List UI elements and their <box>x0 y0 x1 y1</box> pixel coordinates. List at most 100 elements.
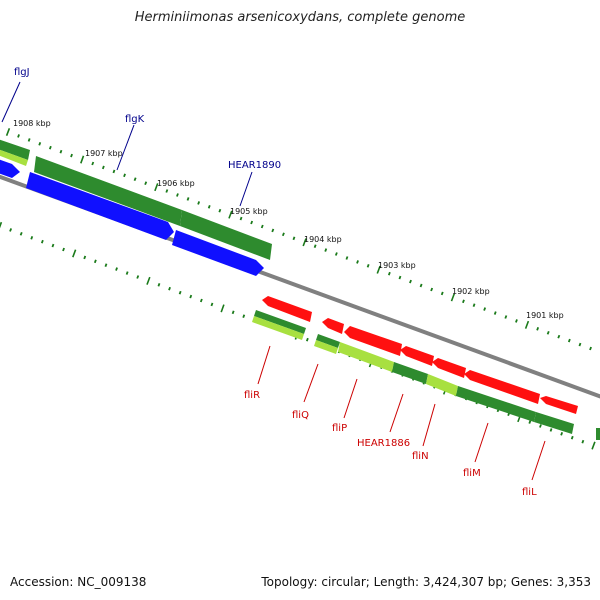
scale-label: 1903 kbp <box>378 261 416 270</box>
minor-tick <box>168 286 171 291</box>
cds-red-fliN[interactable] <box>432 358 466 378</box>
gene-label-fliN[interactable]: fliN <box>412 451 429 462</box>
minor-tick <box>59 149 63 154</box>
gene-label-fliL[interactable]: fliL <box>522 487 537 498</box>
minor-tick <box>218 208 222 213</box>
cds-lightgreen-fliN[interactable] <box>426 374 458 396</box>
minor-tick <box>493 311 497 315</box>
cds-green-flgJ[interactable] <box>0 138 30 160</box>
major-tick <box>80 155 85 164</box>
cds-red-fliR[interactable] <box>262 296 312 322</box>
cds-lightgreen-fliP[interactable] <box>338 342 394 372</box>
minor-tick <box>123 173 126 178</box>
minor-tick <box>125 271 129 275</box>
minor-tick <box>157 282 161 287</box>
minor-tick <box>101 165 105 170</box>
minor-tick <box>504 315 508 319</box>
major-tick <box>591 441 596 450</box>
minor-tick <box>186 197 190 201</box>
cds-green-fliM[interactable] <box>456 386 536 422</box>
cds-blue-flgK[interactable] <box>26 172 174 240</box>
cds-green-hear1890[interactable] <box>180 210 272 260</box>
minor-tick <box>260 224 264 229</box>
cds-green-fliL[interactable] <box>534 412 574 434</box>
cds-lightgreen-fliR[interactable] <box>252 316 304 340</box>
map-title: Herminiimonas arsenicoxydans, complete g… <box>134 10 466 25</box>
genome-info-text: Topology: circular; Length: 3,424,307 bp… <box>261 575 591 589</box>
minor-tick <box>536 326 540 331</box>
major-tick <box>146 276 151 285</box>
minor-tick <box>345 256 349 260</box>
accession-text: Accession: NC_009138 <box>10 575 147 589</box>
minor-tick <box>292 236 296 241</box>
cds-red-fliQ[interactable] <box>322 318 344 334</box>
major-tick <box>154 183 159 192</box>
minor-tick <box>178 290 182 295</box>
major-tick <box>228 210 233 219</box>
cds-red-fliP[interactable] <box>344 326 402 356</box>
minor-tick <box>398 275 402 280</box>
minor-tick <box>83 255 87 260</box>
gene-label-fliR[interactable]: fliR <box>244 390 260 401</box>
minor-tick <box>197 201 201 205</box>
minor-tick <box>93 259 97 264</box>
cds-green-fliR[interactable] <box>254 310 306 334</box>
minor-tick <box>48 145 52 150</box>
minor-tick <box>210 302 214 307</box>
minor-tick <box>17 134 20 138</box>
gene-label-hear1886[interactable]: HEAR1886 <box>357 438 410 449</box>
minor-tick <box>9 228 13 232</box>
minor-tick <box>334 252 338 256</box>
cds-green-hear1886[interactable] <box>392 362 428 384</box>
minor-tick <box>462 299 465 304</box>
cds-green-fliQ[interactable] <box>316 334 340 348</box>
gene-labels-bottom: fliR fliQ fliP HEAR1886 fliN fliM fliL <box>244 390 537 498</box>
scale-label: 1904 kbp <box>304 235 342 244</box>
minor-tick <box>578 342 582 347</box>
cds-green-flgK[interactable] <box>34 156 182 226</box>
cds-red-fliM[interactable] <box>464 370 540 404</box>
cds-green-edge[interactable] <box>596 428 600 440</box>
cds-red-fliL[interactable] <box>540 396 578 414</box>
minor-tick <box>324 248 328 252</box>
minor-tick <box>136 275 140 279</box>
minor-tick <box>409 279 412 284</box>
minor-tick <box>581 439 585 444</box>
gene-label-fliQ[interactable]: fliQ <box>292 410 309 421</box>
minor-tick <box>51 243 55 248</box>
minor-tick <box>144 181 148 186</box>
label-leaders <box>1 81 546 481</box>
minor-tick <box>387 271 391 276</box>
gene-label-flgJ[interactable]: flgJ <box>14 67 30 78</box>
cds-lightgreen-fliQ[interactable] <box>314 340 338 354</box>
major-tick <box>0 221 3 229</box>
minor-tick <box>207 204 211 209</box>
major-tick <box>450 293 456 302</box>
minor-tick <box>419 283 423 288</box>
major-tick <box>220 304 225 313</box>
minor-tick <box>567 338 571 343</box>
major-tick <box>5 128 11 136</box>
minor-tick <box>472 303 476 308</box>
cds-blue-flgJ[interactable] <box>0 158 20 178</box>
gene-label-hear1890[interactable]: HEAR1890 <box>228 160 281 171</box>
minor-tick <box>104 263 108 268</box>
cds-red-hear1886[interactable] <box>400 346 434 366</box>
minor-tick <box>539 424 542 428</box>
minor-tick <box>91 161 95 166</box>
major-tick <box>72 249 77 258</box>
minor-tick <box>366 263 370 268</box>
gene-label-fliM[interactable]: fliM <box>463 468 481 479</box>
minor-tick <box>165 189 169 193</box>
minor-tick <box>271 228 275 233</box>
scale-label: 1901 kbp <box>526 311 564 320</box>
gene-label-fliP[interactable]: fliP <box>332 423 347 434</box>
minor-tick <box>313 244 317 249</box>
gene-label-flgK[interactable]: flgK <box>125 114 145 125</box>
cds-lightgreen-flgJ[interactable] <box>0 148 28 166</box>
minor-tick <box>560 431 564 436</box>
minor-tick <box>589 346 592 351</box>
cds-blue-hear1890[interactable] <box>172 230 264 276</box>
